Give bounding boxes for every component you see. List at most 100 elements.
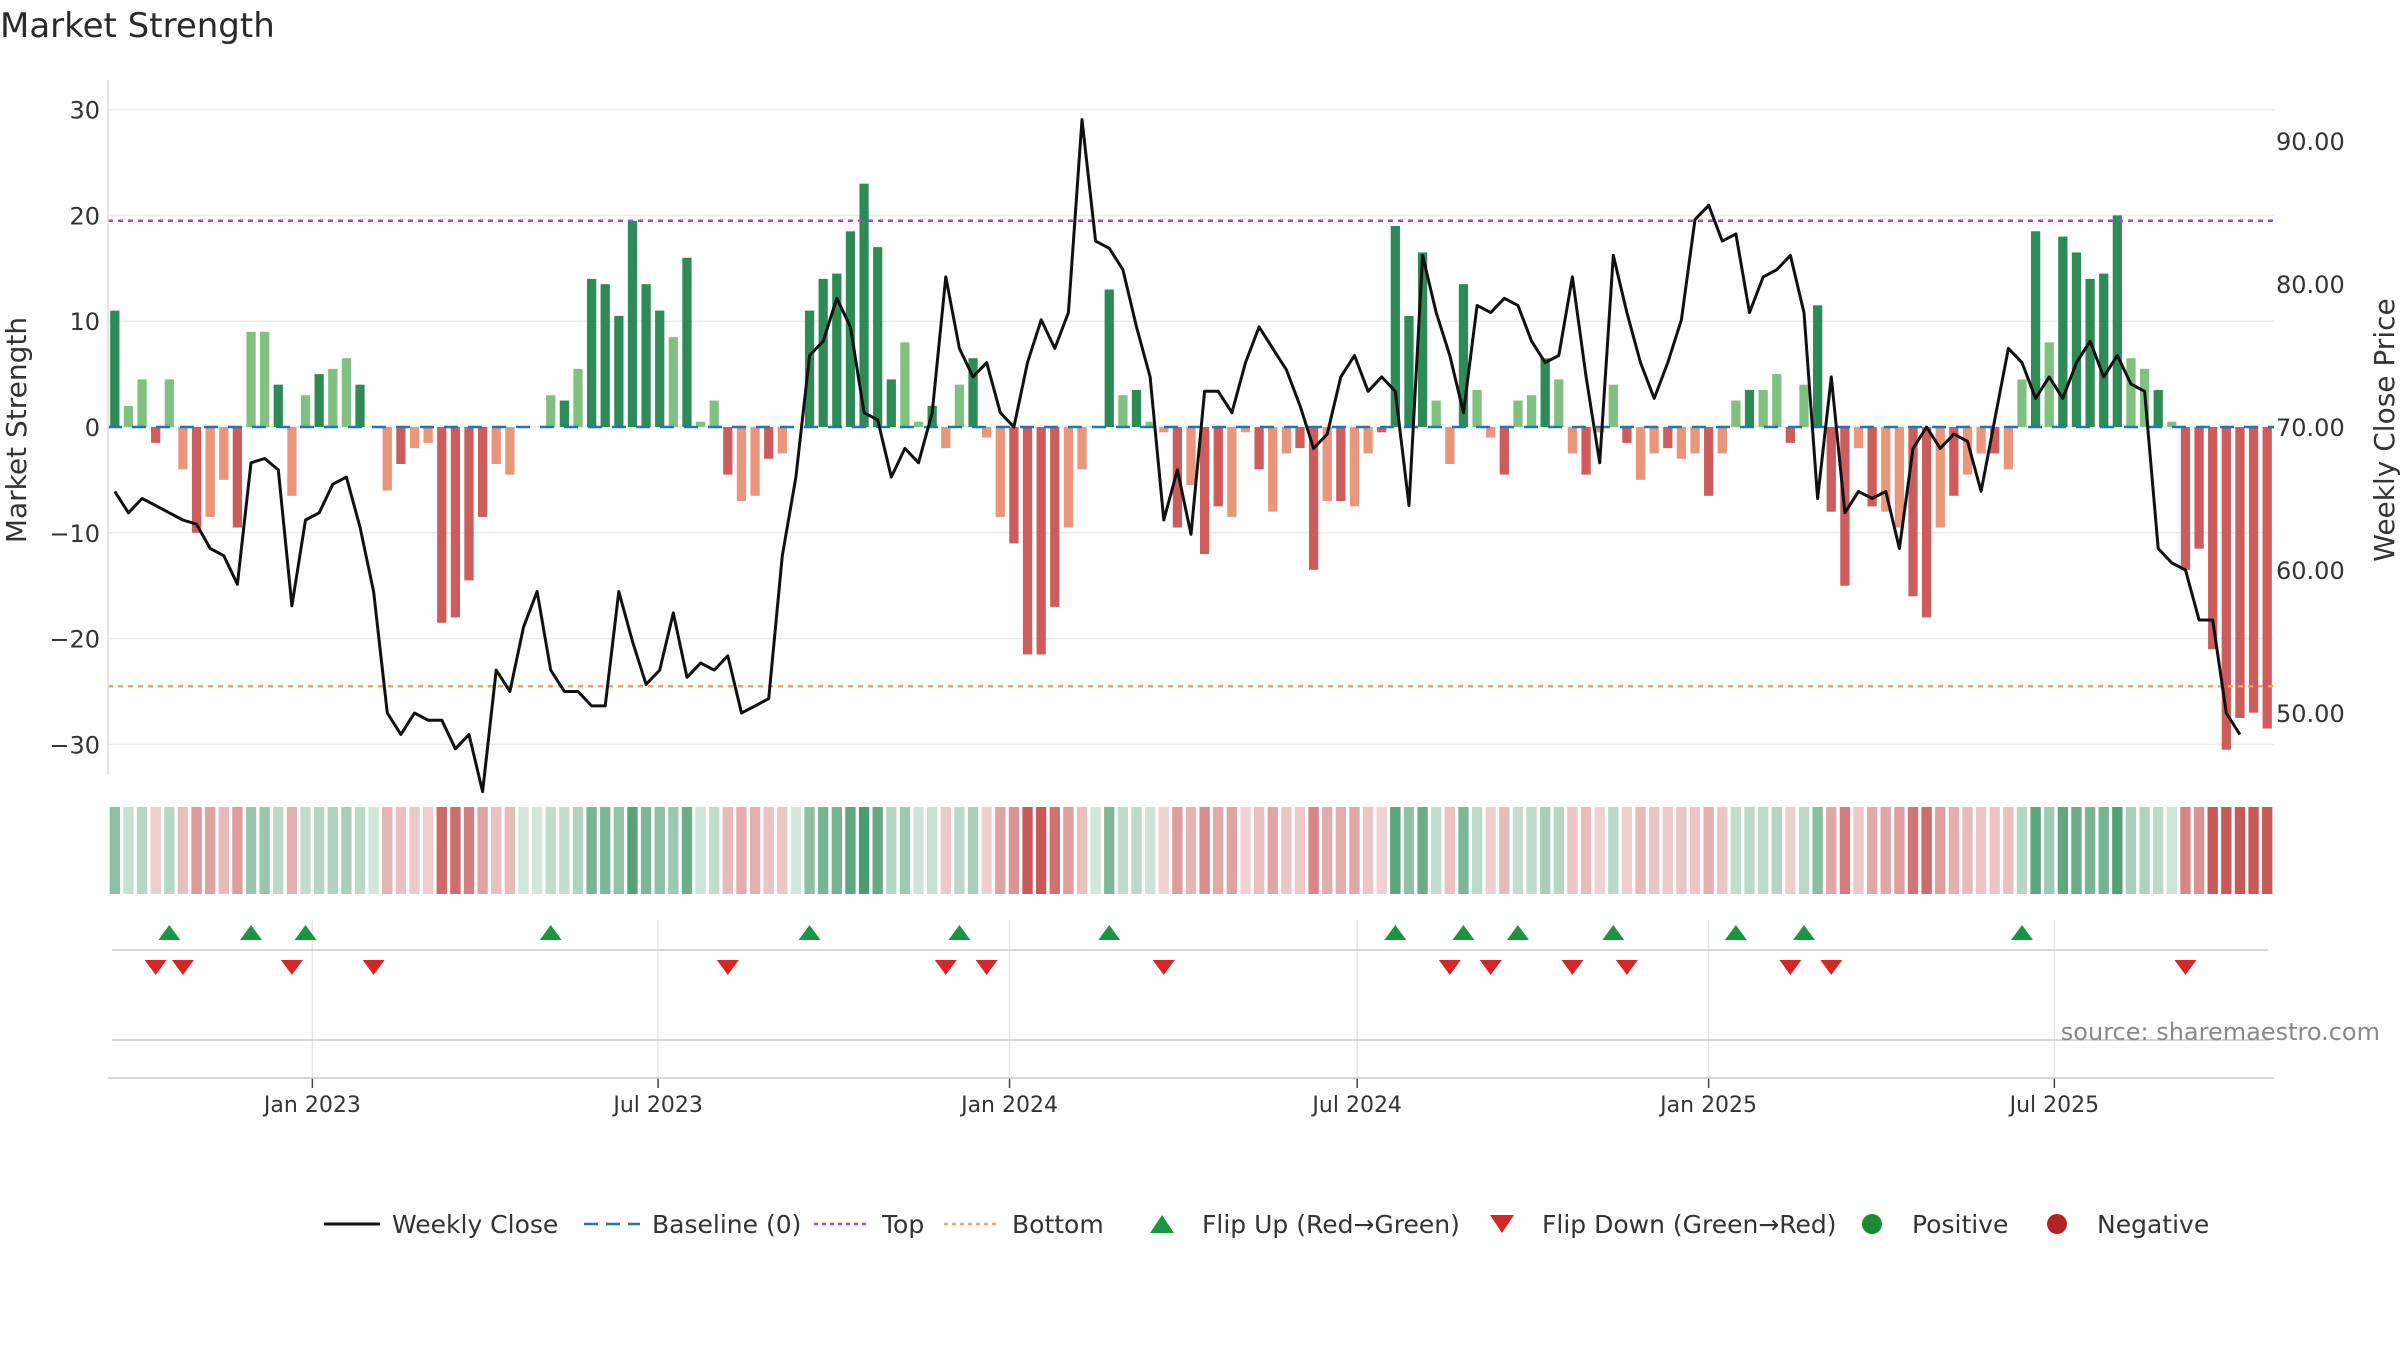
heat-cell <box>1962 807 1973 894</box>
heat-cell <box>681 807 693 894</box>
strength-bar <box>1622 427 1632 443</box>
strength-bar <box>600 284 610 427</box>
strength-bar <box>1336 427 1346 502</box>
heat-cell <box>1076 807 1088 894</box>
heat-cell <box>1376 807 1387 894</box>
strength-bar <box>1908 427 1918 597</box>
strength-bar <box>1976 427 1986 454</box>
strength-bar <box>2194 427 2204 549</box>
reference-lines <box>108 219 2274 688</box>
heat-cell <box>2234 807 2246 894</box>
heat-cell <box>2125 807 2137 894</box>
heat-cell <box>899 807 911 894</box>
heat-cell <box>790 807 802 894</box>
heat-cell <box>1403 807 1415 894</box>
strength-bar <box>314 374 324 427</box>
flip-down-marker <box>280 960 303 975</box>
heat-cell <box>1853 807 1864 894</box>
flip-up-marker <box>158 925 181 940</box>
heat-cell <box>273 807 284 894</box>
heat-cell <box>640 807 652 894</box>
flip-down-marker <box>975 960 998 975</box>
strength-bar <box>396 427 406 465</box>
strength-bar <box>764 427 774 459</box>
legend-item: Top <box>814 1210 924 1239</box>
heat-cell <box>123 807 134 894</box>
y2-tick-label: 70.00 <box>2276 414 2345 442</box>
strength-bar <box>1785 427 1796 443</box>
legend-item: Negative <box>2047 1210 2209 1239</box>
strength-bar <box>1199 427 1210 554</box>
strength-bar <box>232 427 243 528</box>
heat-cell <box>954 807 965 894</box>
strength-bar <box>2017 379 2027 427</box>
heat-cell <box>2248 807 2259 894</box>
heat-cell <box>1717 807 1728 894</box>
heat-cell <box>136 807 148 894</box>
flip-up-marker <box>948 925 971 940</box>
strength-bars <box>110 183 2272 750</box>
strength-bar <box>1377 427 1387 433</box>
strength-bar <box>164 379 174 427</box>
x-tick-label: Jul 2023 <box>611 1093 703 1118</box>
strength-bar <box>736 427 747 502</box>
heat-cell <box>1090 807 1101 894</box>
legend-item: Bottom <box>944 1210 1104 1239</box>
strength-bar <box>1322 427 1332 502</box>
x-tick-label: Jan 2024 <box>959 1093 1058 1118</box>
strength-bar <box>1826 427 1836 512</box>
strength-bar <box>1813 305 1823 427</box>
strength-bar <box>641 284 651 427</box>
heat-cell <box>845 807 856 894</box>
strength-bar <box>1295 427 1305 449</box>
heat-cell <box>1935 807 1946 894</box>
heat-cell <box>1880 807 1891 894</box>
heat-cell <box>736 807 747 894</box>
strength-bar <box>1445 427 1455 465</box>
strength-bar <box>546 395 556 427</box>
legend: Weekly Close Baseline (0) Top Bottom Flip Up… <box>324 1210 2209 1239</box>
flip-down-marker <box>1561 960 1584 975</box>
strength-bar <box>1567 427 1578 454</box>
strength-bar <box>2003 427 2013 470</box>
flip-up-marker <box>539 925 562 940</box>
strength-bar <box>1009 427 1019 544</box>
triangle-up-icon <box>1150 1215 1174 1233</box>
heat-cell <box>313 807 325 894</box>
heat-cell <box>1744 807 1755 894</box>
triangle-down-icon <box>1490 1215 1514 1233</box>
strength-bar <box>873 247 883 427</box>
heat-cell <box>1226 807 1238 894</box>
strength-bar <box>2235 427 2245 718</box>
flip-down-marker <box>1779 960 1802 975</box>
flip-up-marker <box>798 925 821 940</box>
heat-cell <box>1063 807 1074 894</box>
strength-bar <box>913 421 924 427</box>
strength-bar <box>477 427 488 517</box>
flip-down-marker <box>2174 960 2197 975</box>
strength-bar <box>1540 358 1550 427</box>
heat-cell <box>1648 807 1660 894</box>
y-axis-title: Market Strength <box>0 317 33 543</box>
heat-cell <box>940 807 951 894</box>
strength-bar <box>1499 427 1509 475</box>
heat-cell <box>1975 807 1987 894</box>
strength-bar <box>655 310 665 427</box>
heat-cell <box>749 807 761 894</box>
weekly-close-series <box>113 118 2242 794</box>
heat-cell <box>1771 807 1782 894</box>
legend-item: Flip Down (Green→Red) <box>1490 1210 1837 1239</box>
heat-cell <box>1580 807 1592 894</box>
heat-cell <box>1008 807 1020 894</box>
heat-cell <box>1812 807 1823 894</box>
strength-bar <box>559 400 569 427</box>
heat-cell <box>1458 807 1469 894</box>
strength-bar <box>1867 427 1877 507</box>
flip-up-marker <box>1452 925 1475 940</box>
y2-tick-label: 60.00 <box>2276 557 2345 585</box>
legend-label: Bottom <box>1012 1210 1104 1239</box>
flip-up-marker <box>1384 925 1407 940</box>
heat-cell <box>1144 807 1156 894</box>
flip-up-marker <box>1602 925 1625 940</box>
